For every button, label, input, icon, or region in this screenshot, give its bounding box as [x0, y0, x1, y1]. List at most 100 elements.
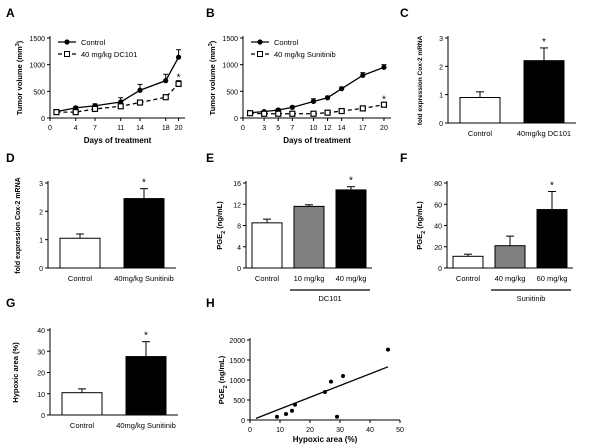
data-point: [261, 110, 268, 117]
y-tick-label: 1: [439, 93, 443, 100]
x-tick-label: 20: [306, 427, 314, 434]
y-tick-label: 0: [234, 116, 238, 123]
x-tick-label: 4: [74, 125, 78, 132]
bar: [523, 60, 565, 124]
x-tick-label: 3: [262, 125, 266, 132]
category-label: 40 mg/kg: [495, 274, 526, 283]
y-axis-label: Tumor volume (mm3): [208, 40, 217, 115]
y-tick-label: 3: [39, 181, 43, 188]
y-tick-label: 0: [237, 266, 241, 273]
y-tick-label: 0: [39, 266, 43, 273]
y-tick-label: 1000: [29, 63, 45, 70]
category-label: Control: [255, 274, 280, 283]
x-tick-label: 14: [136, 125, 144, 132]
data-point: [338, 107, 345, 115]
data-point: [163, 78, 169, 84]
bar: [536, 209, 568, 269]
data-point: [275, 414, 279, 419]
y-tick-label: 60: [434, 202, 442, 209]
data-point: [386, 347, 390, 352]
chart-F: 0 20 40 60 80 PGE2 (ng/mL) Control 40 mg/kg 60 m…: [415, 181, 573, 303]
x-axis-label: Hypoxic area (%): [293, 435, 358, 444]
y-tick-label: 0: [438, 266, 442, 273]
data-point: [323, 390, 327, 394]
x-tick-label: 10: [276, 427, 284, 434]
category-label: 10 mg/kg: [294, 274, 325, 283]
bar: [59, 237, 101, 269]
chart-C: 0 1 2 3 fold expression Cox-2 mRNA Control 40m…: [417, 35, 576, 138]
data-point: [117, 103, 124, 110]
x-tick-label: 0: [241, 125, 245, 132]
y-tick-label: 8: [237, 224, 241, 231]
panel-label-a: A: [6, 6, 15, 20]
significance-star: *: [144, 331, 148, 342]
y-tick-label: 40: [434, 224, 442, 231]
x-tick-label: 30: [336, 427, 344, 434]
y-tick-label: 0: [41, 116, 45, 123]
x-tick-label: 5: [276, 125, 280, 132]
y-tick-label: 500: [233, 398, 245, 405]
data-point: [310, 98, 317, 105]
x-axis-label: Days of treatment: [283, 136, 351, 145]
data-point: [175, 80, 182, 87]
data-point: [289, 104, 295, 110]
data-point: [293, 402, 297, 407]
bar: [293, 205, 325, 269]
data-point: [360, 72, 366, 78]
category-label: 40 mg/kg: [336, 274, 367, 283]
x-tick-label: 17: [359, 125, 367, 132]
group-label: DC101: [318, 294, 341, 303]
y-axis-label: PGE2 (ng/mL): [215, 201, 227, 250]
data-point: [329, 379, 333, 384]
significance-star: *: [142, 178, 146, 189]
regression-line: [255, 366, 389, 420]
y-tick-label: 20: [434, 245, 442, 252]
x-tick-label: 0: [48, 125, 52, 132]
data-point: [91, 105, 99, 113]
panel-label-f: F: [400, 151, 407, 165]
significance-star: *: [349, 176, 353, 187]
panel-label-b: B: [206, 6, 215, 20]
y-tick-label: 20: [37, 371, 45, 378]
bar: [494, 245, 526, 269]
y-axis-label: PGE2 (ng/mL): [217, 355, 229, 404]
y-tick-label: 1500: [229, 358, 245, 365]
y-tick-label: 1500: [29, 36, 45, 43]
legend-label: 40 mg/kg Sunitinib: [274, 50, 336, 59]
data-point: [310, 110, 317, 117]
y-tick-label: 500: [226, 89, 238, 96]
significance-star: *: [542, 37, 546, 48]
y-tick-label: 80: [434, 181, 442, 188]
significance-star: *: [177, 72, 181, 83]
bar: [335, 189, 367, 269]
legend-marker: [257, 51, 263, 57]
bar: [125, 356, 167, 416]
x-tick-label: 18: [162, 125, 170, 132]
series-line-0: [56, 56, 180, 113]
data-point: [246, 110, 254, 117]
bar: [459, 97, 501, 124]
y-axis-label: fold expression Cox-2 mRNA: [417, 35, 424, 125]
panel-label-g: G: [6, 296, 15, 310]
group-label: Sunitinib: [517, 294, 546, 303]
data-point: [381, 64, 387, 70]
y-tick-label: 1: [39, 238, 43, 245]
data-point: [289, 110, 296, 117]
bar: [123, 198, 165, 269]
data-point: [72, 109, 79, 116]
x-tick-label: 50: [396, 427, 404, 434]
y-tick-label: 0: [41, 413, 45, 420]
x-axis-label: Days of treatment: [84, 136, 152, 145]
data-point: [162, 94, 169, 101]
y-axis-label: Hypoxic area (%): [11, 342, 20, 403]
data-point: [324, 95, 331, 101]
data-point: [137, 87, 143, 93]
category-label: Control: [70, 421, 95, 430]
x-tick-label: 12: [324, 125, 332, 132]
x-tick-label: 7: [290, 125, 294, 132]
legend-label: Control: [81, 38, 106, 47]
bar: [251, 222, 283, 269]
legend-label: 40 mg/kg DC101: [81, 50, 137, 59]
